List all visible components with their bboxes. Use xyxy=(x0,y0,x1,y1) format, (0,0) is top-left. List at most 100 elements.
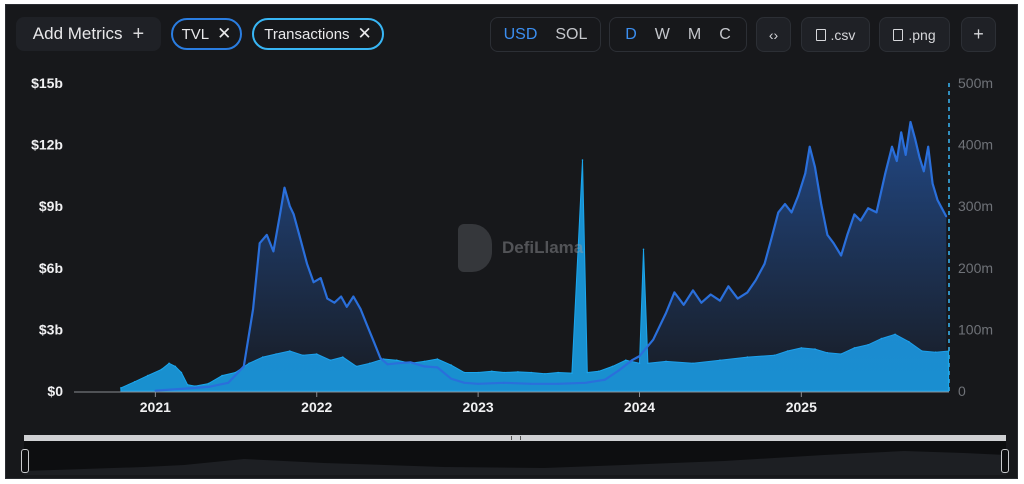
drag-handle-icon[interactable] xyxy=(21,449,29,473)
tvl-point xyxy=(820,203,823,206)
brush-preview-area xyxy=(24,451,1006,475)
download-png-button[interactable]: .png xyxy=(879,17,950,52)
tvl-point xyxy=(853,213,856,216)
tvl-point xyxy=(682,303,685,306)
tvl-point xyxy=(180,388,183,390)
add-metrics-button[interactable]: Add Metrics + xyxy=(16,17,161,51)
transactions-point xyxy=(168,362,170,365)
x-tick-label: 2023 xyxy=(463,399,494,415)
interval-toggle: D W M C xyxy=(609,17,747,52)
transactions-point xyxy=(947,350,950,352)
tvl-point xyxy=(436,366,439,369)
metric-pill-label: TVL xyxy=(181,25,210,43)
y-left-tick-label: $9b xyxy=(39,198,63,214)
transactions-point xyxy=(491,370,493,373)
currency-option-sol[interactable]: SOL xyxy=(555,25,588,43)
embed-button[interactable]: ‹› xyxy=(756,17,791,52)
transactions-point xyxy=(581,159,584,161)
tvl-point xyxy=(918,156,921,158)
y-left-tick-label: $6b xyxy=(39,260,63,276)
tvl-point xyxy=(288,205,291,208)
y-left-tick-label: $0 xyxy=(47,383,63,399)
add-chart-button[interactable]: + xyxy=(961,17,996,52)
tvl-point xyxy=(931,182,934,185)
transactions-point xyxy=(544,373,546,375)
tvl-point xyxy=(272,250,275,253)
tvl-point xyxy=(673,291,676,294)
tvl-point xyxy=(409,361,412,364)
interval-option-w[interactable]: W xyxy=(654,25,670,43)
tvl-point xyxy=(359,308,362,310)
transactions-point xyxy=(571,372,573,374)
plus-icon: + xyxy=(973,24,984,44)
brush-preview xyxy=(24,451,1006,475)
transactions-point xyxy=(436,358,439,360)
drag-handle-icon[interactable] xyxy=(1001,449,1009,473)
brush-window[interactable] xyxy=(24,441,1006,475)
tvl-point xyxy=(875,211,878,214)
metric-pill-transactions[interactable]: Transactions ✕ xyxy=(252,18,384,50)
y-right-tick-label: 500m xyxy=(958,75,993,91)
tvl-point xyxy=(754,279,757,281)
tvl-point xyxy=(770,238,773,241)
tvl-point xyxy=(299,238,302,241)
tvl-area xyxy=(155,122,947,391)
tvl-point xyxy=(727,285,730,288)
tvl-point xyxy=(700,301,703,304)
tvl-point xyxy=(797,195,800,197)
tvl-point xyxy=(450,377,452,380)
interval-option-c[interactable]: C xyxy=(719,25,731,43)
tvl-point xyxy=(867,207,869,210)
y-right-tick-label: 100m xyxy=(958,321,993,337)
tvl-point xyxy=(914,137,916,140)
llama-logo xyxy=(458,224,492,272)
tvl-point xyxy=(736,297,739,300)
tvl-point xyxy=(252,308,255,310)
chart-toolbar: Add Metrics + TVL ✕ Transactions ✕ USD S… xyxy=(6,5,1017,61)
tvl-point xyxy=(154,389,157,392)
interval-option-m[interactable]: M xyxy=(687,25,702,43)
tvl-point xyxy=(366,324,368,327)
tvl-point xyxy=(895,160,898,162)
range-brush[interactable] xyxy=(21,435,1009,475)
tvl-point xyxy=(784,203,786,206)
tvl-point xyxy=(423,365,426,368)
y-left-tick-label: $12b xyxy=(31,137,63,153)
metric-pill-tvl[interactable]: TVL ✕ xyxy=(171,18,242,50)
currency-option-usd[interactable]: USD xyxy=(503,25,538,43)
close-icon[interactable]: ✕ xyxy=(217,24,232,43)
download-csv-button[interactable]: .csv xyxy=(801,17,870,52)
tvl-point xyxy=(891,145,893,148)
file-download-icon xyxy=(815,28,826,41)
tvl-point xyxy=(804,172,807,175)
transactions-point xyxy=(530,371,532,374)
y-left-tick-label: $3b xyxy=(39,321,63,337)
tvl-line xyxy=(155,120,948,392)
transactions-point xyxy=(174,365,177,368)
transactions-point xyxy=(503,371,506,374)
tvl-point xyxy=(927,145,930,148)
grip-icon[interactable] xyxy=(511,436,521,440)
tvl-point xyxy=(859,219,862,222)
add-metrics-label: Add Metrics xyxy=(32,24,123,43)
png-label: .png xyxy=(908,26,936,43)
transactions-point xyxy=(450,364,452,366)
tvl-point xyxy=(463,381,466,384)
close-icon[interactable]: ✕ xyxy=(357,24,372,43)
transactions-point xyxy=(625,359,627,362)
tvl-transactions-chart[interactable]: $0 $3b $6b $9b $12b $15b 0 100m 200m 300m 400m 500… xyxy=(6,5,1019,435)
code-icon: ‹› xyxy=(768,26,779,43)
interval-option-d[interactable]: D xyxy=(625,25,637,43)
tvl-point xyxy=(379,357,382,359)
transactions-point xyxy=(598,370,600,373)
transactions-point xyxy=(396,359,398,362)
transactions-point xyxy=(477,371,479,374)
csv-label: .csv xyxy=(830,26,856,43)
transactions-point xyxy=(642,248,645,251)
tvl-point xyxy=(279,213,281,216)
transactions-point xyxy=(423,360,426,363)
tvl-point xyxy=(638,355,641,357)
brush-track[interactable] xyxy=(24,435,1006,441)
tvl-point xyxy=(945,215,948,218)
transactions-point xyxy=(147,374,149,377)
